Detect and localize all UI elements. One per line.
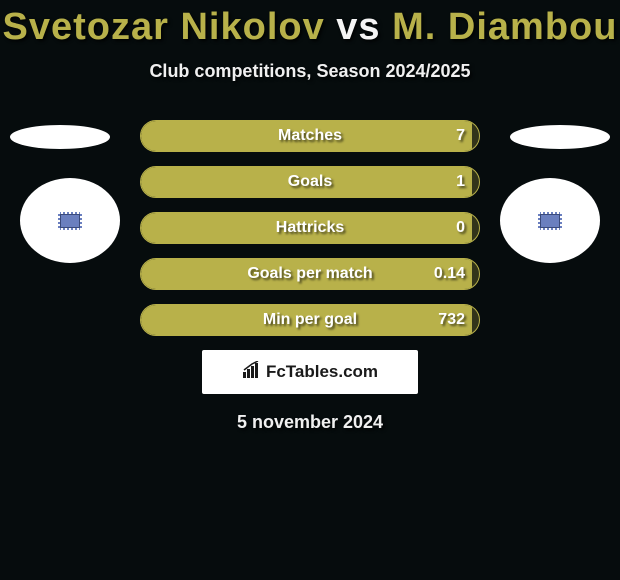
stat-label: Goals per match	[247, 265, 372, 283]
page-title: Svetozar Nikolov vs M. Diambou	[0, 0, 620, 49]
player1-flag	[20, 178, 120, 263]
stat-value: 0.14	[434, 265, 465, 283]
stat-value: 0	[456, 219, 465, 237]
brand-box[interactable]: FcTables.com	[202, 350, 418, 394]
stat-value: 7	[456, 127, 465, 145]
player1-headshot	[10, 125, 110, 149]
stat-value: 732	[438, 311, 465, 329]
stat-row: Goals 1	[140, 166, 480, 198]
stat-label: Matches	[278, 127, 342, 145]
stat-label: Min per goal	[263, 311, 357, 329]
stat-label: Goals	[288, 173, 332, 191]
flag-icon	[58, 212, 82, 230]
stat-row: Goals per match 0.14	[140, 258, 480, 290]
player2-flag	[500, 178, 600, 263]
title-vs: vs	[336, 6, 380, 48]
stat-row: Matches 7	[140, 120, 480, 152]
stat-label: Hattricks	[276, 219, 344, 237]
stats-container: Matches 7 Goals 1 Hattricks 0 Goals per match 0…	[140, 120, 480, 336]
date-label: 5 november 2024	[0, 412, 620, 433]
stat-row: Hattricks 0	[140, 212, 480, 244]
title-player2: M. Diambou	[392, 6, 617, 48]
brand-text: FcTables.com	[266, 362, 378, 382]
title-player1: Svetozar Nikolov	[3, 6, 325, 48]
stat-row: Min per goal 732	[140, 304, 480, 336]
subtitle: Club competitions, Season 2024/2025	[0, 61, 620, 82]
flag-icon	[538, 212, 562, 230]
stat-value: 1	[456, 173, 465, 191]
brand-label: FcTables.com	[242, 361, 378, 384]
chart-icon	[242, 361, 262, 384]
player2-headshot	[510, 125, 610, 149]
